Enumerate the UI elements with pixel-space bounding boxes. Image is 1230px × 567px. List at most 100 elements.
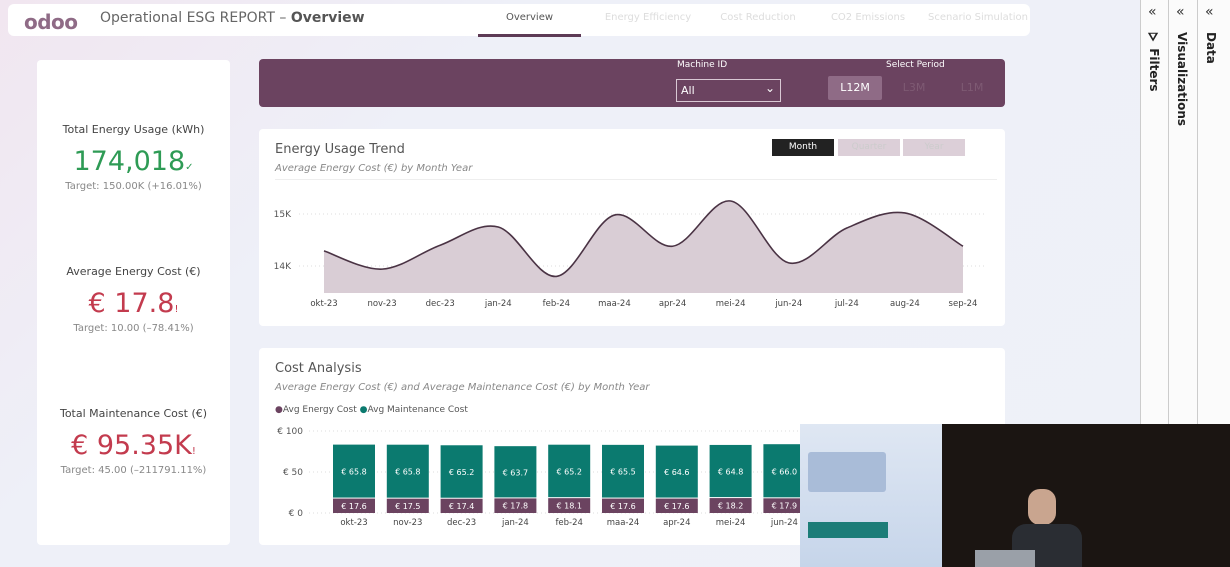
bar-maintenance [494, 446, 537, 498]
y-tick-label: 15K [274, 210, 292, 220]
machine-id-dropdown[interactable]: All ⌄ [676, 79, 781, 102]
area-fill [324, 200, 963, 293]
collapse-icon[interactable]: « [1205, 4, 1214, 20]
y-tick-label: € 0 [289, 509, 304, 519]
x-tick-label: jun-24 [770, 518, 798, 528]
data-label-energy: € 17.9 [772, 502, 797, 511]
tab-cost-reduction[interactable]: Cost Reduction [720, 12, 796, 23]
divider [275, 179, 997, 180]
bar-energy [655, 498, 698, 513]
x-tick-label: mei-24 [716, 299, 746, 309]
bar-energy [386, 498, 429, 513]
x-tick-label: feb-24 [543, 299, 571, 309]
funnel-icon: ⛛ [1147, 32, 1161, 44]
quarter-button[interactable]: Quarter [838, 139, 900, 156]
tab-co2-emissions[interactable]: CO2 Emissions [830, 12, 906, 23]
period-l3m-button[interactable]: L3M [902, 81, 926, 94]
data-label-energy: € 17.6 [341, 502, 366, 511]
legend-energy[interactable]: Avg Energy Cost [282, 405, 357, 415]
month-button[interactable]: Month [772, 139, 834, 156]
collapse-icon[interactable]: « [1148, 4, 1157, 20]
data-point [787, 261, 790, 264]
data-label-maintenance: € 66.0 [772, 467, 797, 476]
x-tick-label: maa-24 [607, 518, 640, 528]
card-subtitle: Average Energy Cost (€) and Average Main… [275, 382, 650, 393]
bar-energy [602, 498, 644, 513]
data-label-energy: € 17.6 [610, 502, 635, 511]
collapse-icon[interactable]: « [1176, 4, 1185, 20]
kpi-value: € 95.35K! [37, 430, 230, 461]
data-point [497, 226, 500, 229]
tab-energy-efficiency[interactable]: Energy Efficiency [604, 12, 692, 23]
laptop [975, 550, 1035, 567]
bar-energy [494, 498, 537, 513]
data-label-maintenance: € 63.7 [503, 468, 528, 477]
year-button[interactable]: Year [903, 139, 965, 156]
data-label-maintenance: € 64.8 [718, 468, 743, 477]
legend-maintenance[interactable]: Avg Maintenance Cost [367, 405, 468, 415]
period-l12m-button[interactable]: L12M [828, 76, 882, 100]
data-point [729, 200, 732, 203]
x-tick-label: okt-23 [310, 299, 337, 309]
bar-maintenance [440, 445, 483, 498]
warning-icon: ! [191, 446, 196, 457]
data-point [555, 275, 558, 278]
data-label-maintenance: € 65.2 [449, 468, 474, 477]
filters-pane-label: ⛛ Filters [1147, 32, 1161, 92]
select-period-label: Select Period [886, 60, 945, 70]
page-title: Operational ESG REPORT – Overview [100, 10, 365, 26]
data-point [962, 245, 965, 248]
data-label-energy: € 17.6 [664, 502, 689, 511]
visualizations-pane-label: Visualizations [1175, 32, 1189, 127]
x-tick-label: okt-23 [340, 518, 367, 528]
title-prefix: Operational ESG REPORT – [100, 10, 291, 26]
x-tick-label: feb-24 [555, 518, 583, 528]
card-title: Energy Usage Trend [275, 142, 405, 157]
data-point [903, 211, 906, 214]
period-l1m-button[interactable]: L1M [960, 81, 984, 94]
x-tick-label: dec-23 [426, 299, 455, 309]
data-point [323, 249, 326, 252]
bar-maintenance [709, 444, 752, 498]
x-tick-label: nov-23 [367, 299, 396, 309]
x-tick-label: dec-23 [447, 518, 476, 528]
y-tick-label: 14K [274, 262, 292, 272]
active-tab-indicator [478, 34, 581, 37]
x-tick-label: maa-24 [598, 299, 631, 309]
data-point [845, 227, 848, 230]
x-tick-label: jan-24 [484, 299, 512, 309]
bar-energy [333, 498, 375, 513]
energy-usage-trend-card: Energy Usage Trend Average Energy Cost (… [259, 129, 1005, 326]
machine-id-value: All [681, 84, 695, 97]
warning-icon: ! [174, 304, 179, 315]
x-tick-label: jul-24 [834, 299, 859, 309]
data-label-maintenance: € 65.2 [556, 467, 581, 476]
cost-analysis-chart: € 0 € 50 € 100 € 17.6 € 65.8 okt-23 € 17.5 € 65… [277, 427, 999, 528]
data-label-maintenance: € 64.6 [664, 468, 689, 477]
slide-thumbnail [800, 424, 942, 567]
kpi-target: Target: 10.00 (–78.41%) [73, 323, 194, 334]
machine-id-label: Machine ID [677, 60, 728, 70]
data-label-energy: € 18.2 [718, 502, 743, 511]
kpi-total-maintenance: Total Maintenance Cost (€) € 95.35K! Tar… [37, 407, 230, 476]
data-label-maintenance: € 65.5 [610, 468, 635, 477]
data-label-energy: € 17.8 [503, 502, 528, 511]
data-label-maintenance: € 65.8 [395, 468, 420, 477]
data-point [671, 245, 674, 248]
thumb-bars [808, 522, 888, 538]
kpi-label: Total Energy Usage (kWh) [62, 123, 205, 136]
tab-scenario-simulation[interactable]: Scenario Simulation [928, 12, 1028, 23]
report-header: odoo Operational ESG REPORT – Overview O… [8, 4, 1030, 36]
series-line [323, 200, 964, 278]
tab-overview[interactable]: Overview [505, 12, 554, 23]
kpi-number: 174,018 [73, 146, 186, 177]
x-tick-label: jan-24 [501, 518, 529, 528]
kpi-total-energy: Total Energy Usage (kWh) 174,018✓ Target… [37, 123, 230, 192]
filter-bar: Machine ID All ⌄ Select Period L12M L3M L… [259, 59, 1005, 107]
data-point [613, 214, 616, 217]
bar-energy [709, 498, 752, 513]
odoo-logo: odoo [24, 10, 78, 34]
kpi-panel: Total Energy Usage (kWh) 174,018✓ Target… [37, 60, 230, 545]
kpi-number: € 17.8 [88, 288, 175, 319]
data-pane-label: Data [1204, 32, 1218, 64]
